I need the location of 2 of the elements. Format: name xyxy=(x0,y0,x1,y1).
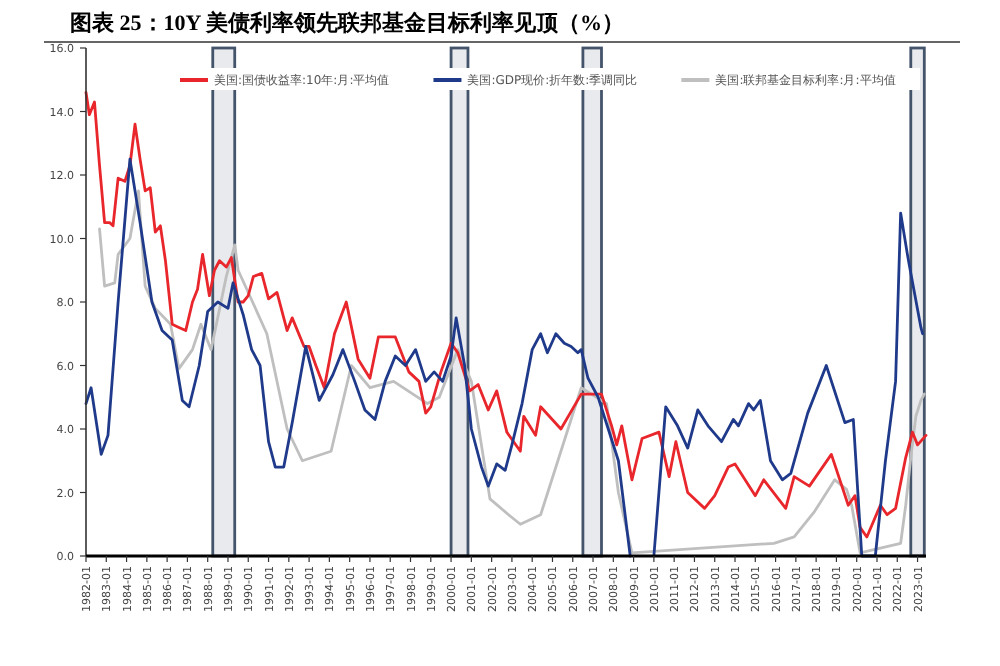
line-series xyxy=(84,91,928,539)
chart-title: 图表 25：10Y 美债利率领先联邦基金目标利率见顶（%） xyxy=(70,10,625,36)
